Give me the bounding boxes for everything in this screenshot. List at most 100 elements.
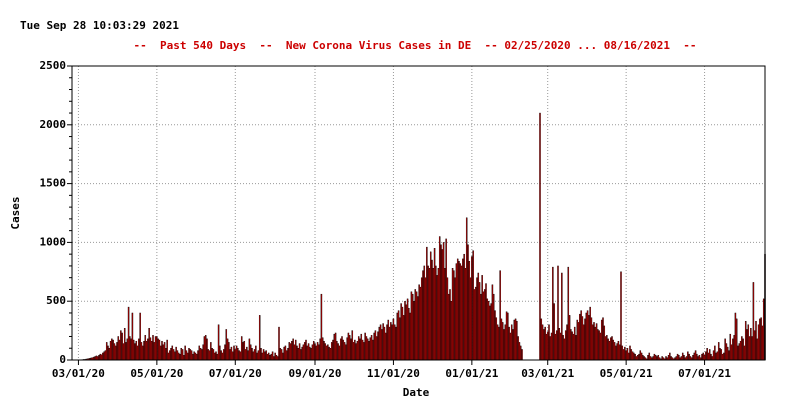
bar	[206, 338, 208, 361]
bar	[496, 324, 499, 361]
bar	[318, 344, 320, 361]
bar	[724, 338, 726, 361]
bar	[657, 355, 660, 361]
bar	[501, 322, 504, 361]
bar	[296, 345, 298, 361]
bar	[698, 355, 701, 361]
bar	[604, 336, 607, 361]
bar	[465, 217, 468, 361]
bar	[172, 349, 175, 361]
bar	[437, 268, 440, 361]
bar	[703, 355, 706, 361]
y-tick-label: 2500	[40, 59, 67, 72]
bar	[120, 330, 122, 361]
bar	[359, 338, 361, 361]
bar	[564, 330, 567, 361]
bar	[189, 349, 192, 361]
bar	[352, 342, 355, 361]
bar	[730, 344, 733, 361]
bar	[692, 355, 694, 361]
bar	[154, 336, 157, 361]
bar	[742, 338, 744, 361]
bar	[171, 345, 174, 361]
bar	[330, 342, 333, 361]
bar	[447, 293, 450, 361]
bar	[436, 275, 438, 361]
bar	[597, 329, 599, 361]
bar	[270, 353, 273, 361]
bar	[543, 329, 545, 361]
bar	[132, 339, 135, 361]
bar	[225, 329, 228, 361]
bar	[273, 356, 275, 361]
bar	[733, 335, 735, 361]
bar	[728, 350, 730, 361]
bar	[383, 326, 386, 361]
bar	[654, 355, 657, 361]
bar	[374, 330, 377, 361]
bar	[100, 354, 103, 361]
bar	[224, 344, 226, 361]
x-tick-label: 03/01/21	[521, 367, 574, 380]
bar	[508, 326, 510, 361]
bar	[552, 266, 554, 361]
bar	[521, 349, 523, 361]
bar	[546, 331, 549, 361]
bar	[545, 333, 548, 361]
bar	[760, 317, 762, 361]
bar	[393, 324, 396, 361]
bar	[653, 353, 656, 361]
bar	[246, 346, 248, 361]
bar	[550, 332, 553, 361]
bar	[471, 256, 473, 361]
bar	[419, 286, 422, 361]
bar	[432, 268, 435, 361]
bar	[456, 258, 459, 361]
bar	[463, 253, 465, 361]
bar	[103, 351, 105, 361]
bar	[342, 339, 345, 361]
bar	[271, 351, 274, 361]
bar	[217, 324, 220, 361]
bar	[165, 348, 167, 361]
bar	[640, 352, 643, 361]
bar	[467, 244, 469, 361]
bar	[102, 352, 104, 361]
bar	[377, 331, 379, 361]
y-tick-label: 0	[59, 353, 66, 366]
bar	[505, 311, 508, 361]
bar	[462, 258, 464, 361]
bar	[363, 342, 365, 361]
bar	[602, 317, 604, 361]
bar	[438, 236, 441, 361]
bar	[608, 340, 611, 361]
bar	[759, 318, 761, 361]
bar	[428, 268, 431, 361]
bar	[283, 346, 285, 361]
bar	[442, 242, 445, 361]
bar	[486, 298, 489, 361]
bar	[329, 348, 332, 361]
bar	[397, 310, 400, 361]
bar	[459, 263, 462, 361]
bar	[609, 337, 612, 361]
bar	[207, 349, 210, 361]
bar	[373, 332, 375, 361]
bar	[554, 333, 557, 361]
bar	[144, 335, 147, 361]
bar	[548, 324, 550, 361]
bar	[752, 282, 755, 361]
bar	[112, 339, 114, 361]
bar	[289, 343, 292, 361]
bar	[140, 342, 143, 361]
bar	[513, 319, 516, 361]
bar	[396, 312, 399, 361]
bar	[180, 348, 183, 361]
bar	[219, 345, 221, 361]
bar	[499, 270, 501, 361]
x-tick-label: 07/01/21	[678, 367, 731, 380]
bar	[458, 261, 460, 361]
bar	[372, 339, 374, 361]
